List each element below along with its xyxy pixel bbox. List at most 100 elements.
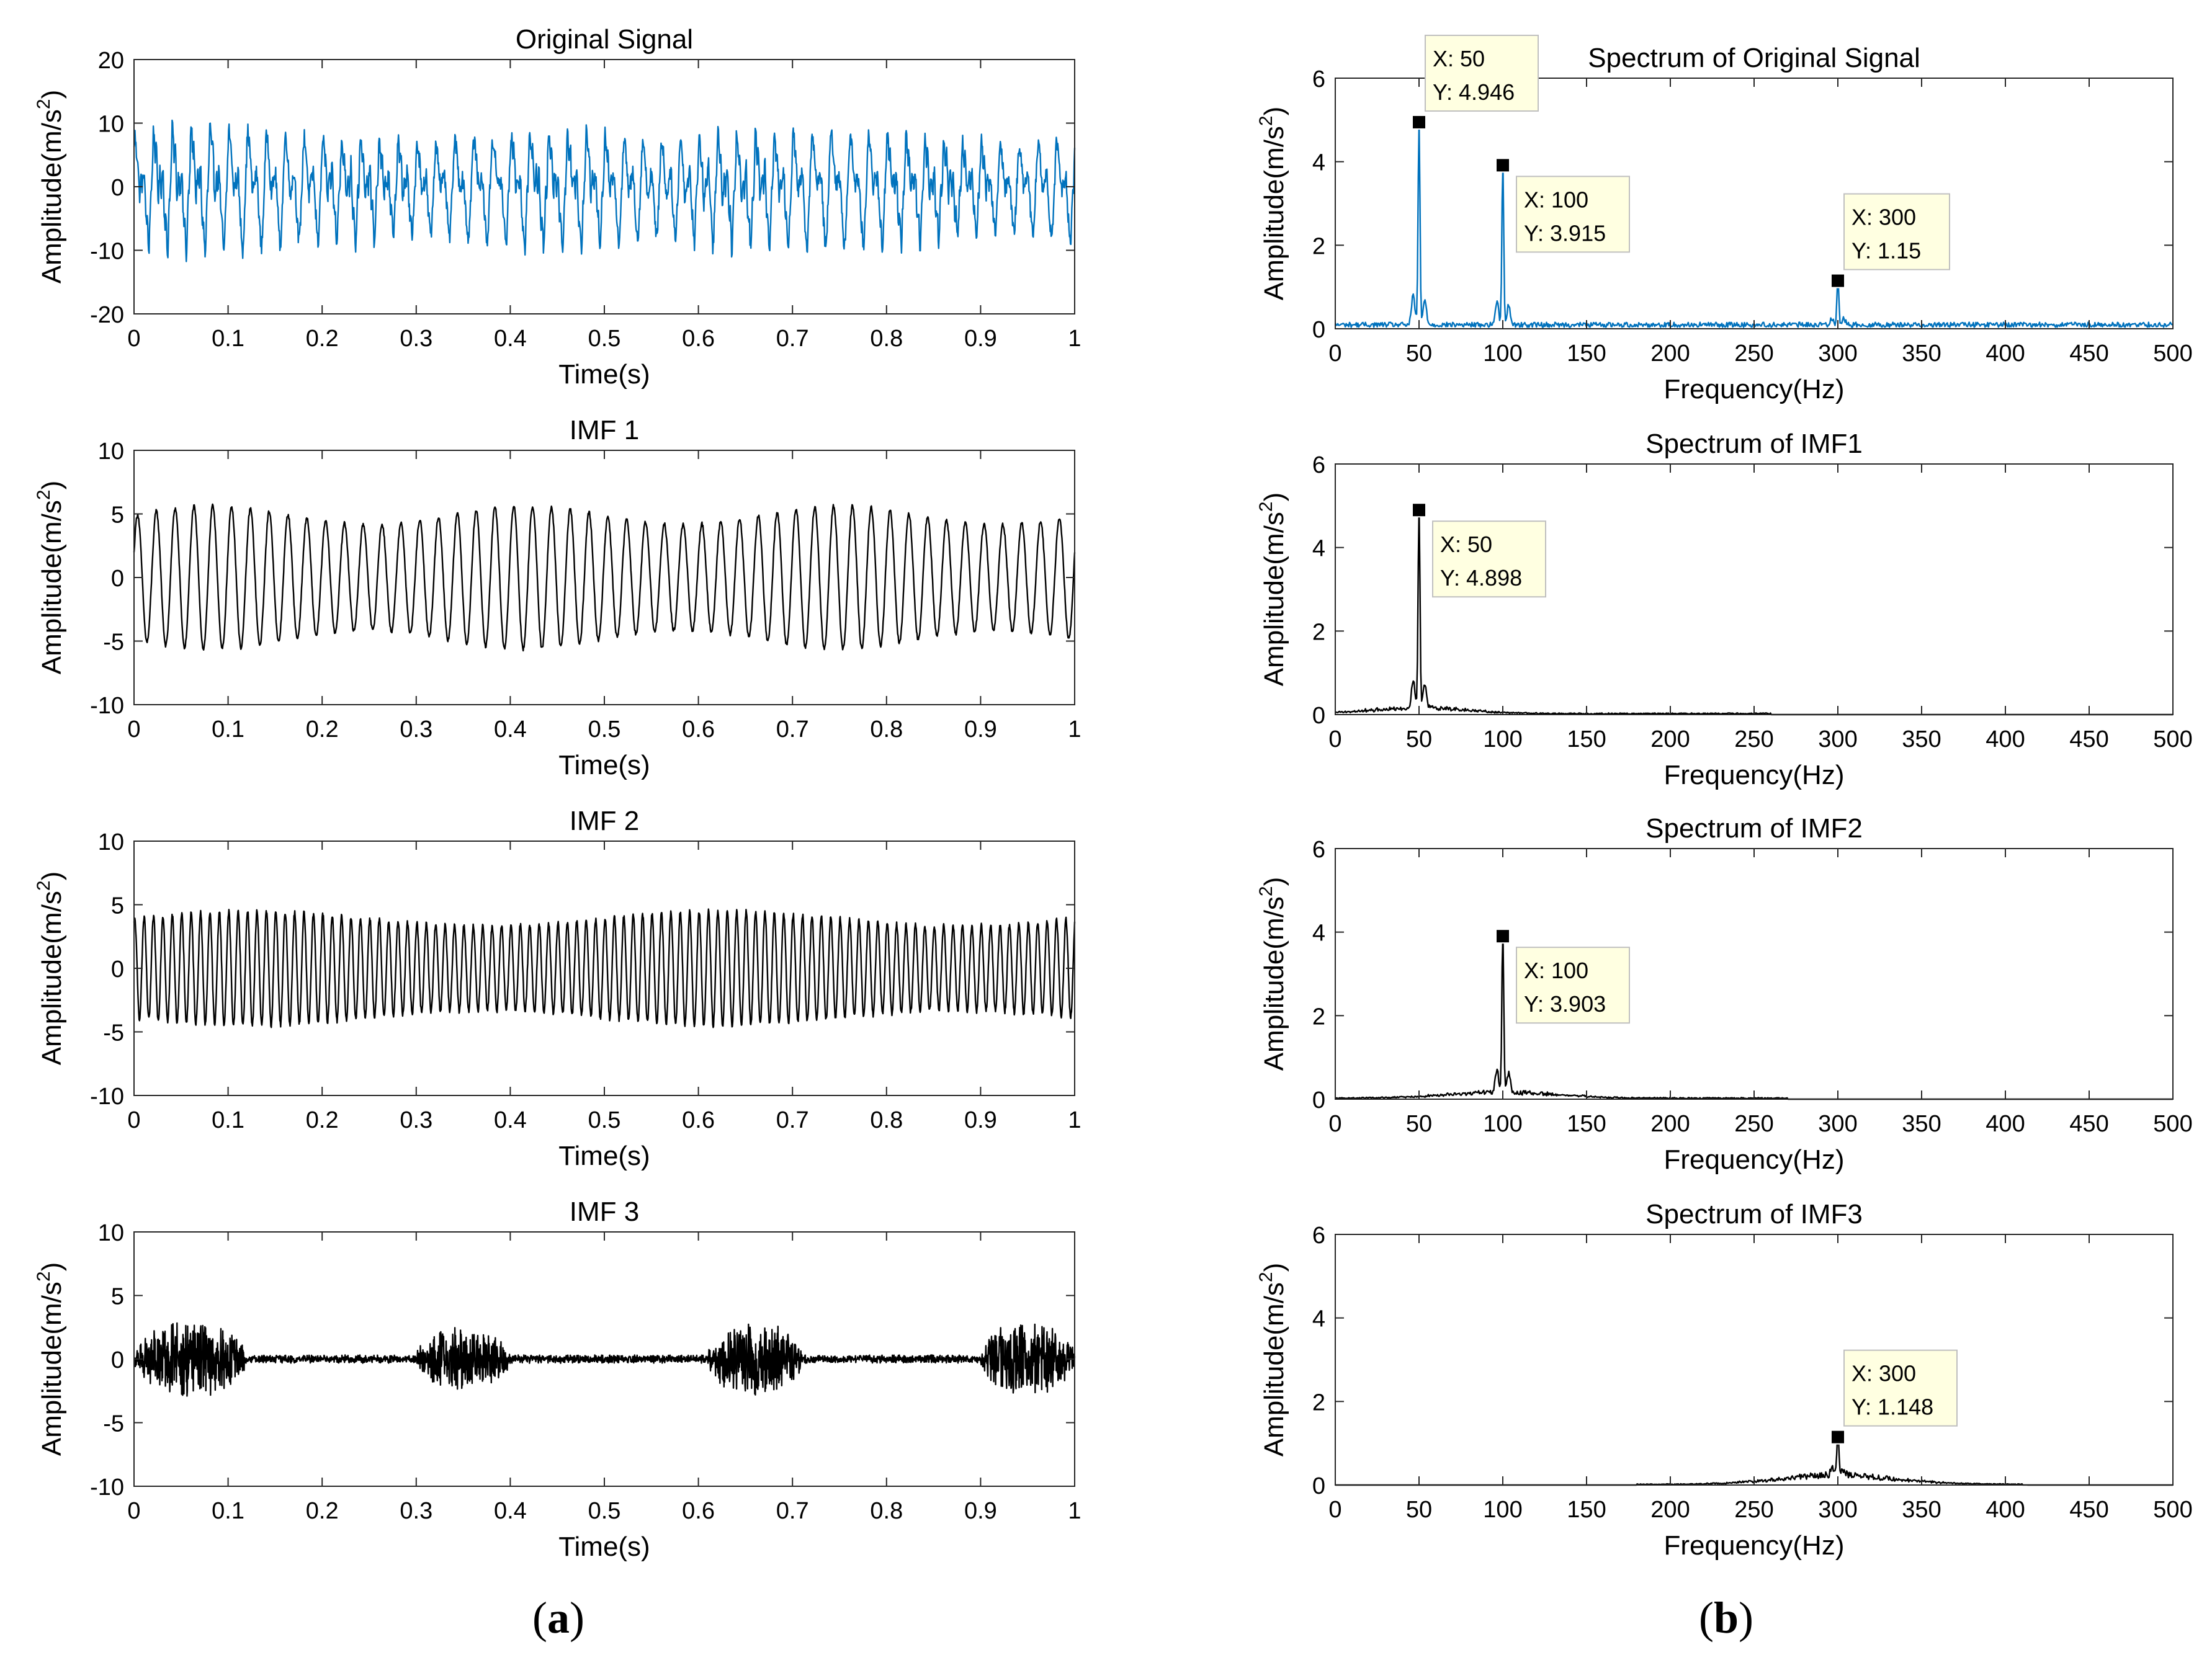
x-tick-label: 250	[1734, 1111, 1773, 1137]
x-tick-label: 1	[1068, 1107, 1081, 1133]
y-axis-label: Amplitude(m/s2)	[34, 90, 67, 284]
x-tick-label: 0.8	[870, 716, 903, 743]
datatip-box	[1843, 1349, 1958, 1427]
datatip-x-text: X: 100	[1524, 958, 1588, 983]
chart-imf2-spec: 0 50 100 150 200 250 300 350 400 450 500 0 2 4 6 Spectr…	[1256, 813, 2193, 1175]
x-axis-label: Time(s)	[558, 359, 650, 390]
datatip-y-text: Y: 3.903	[1524, 991, 1606, 1017]
y-tick-label: 10	[98, 112, 124, 138]
datatip[interactable]: X: 50 Y: 4.946	[1412, 34, 1539, 130]
x-tick-label: 350	[1902, 1111, 1941, 1137]
chart-title: IMF 3	[570, 1197, 639, 1227]
x-tick-label: 0.3	[400, 716, 432, 743]
datatip-marker[interactable]	[1495, 929, 1510, 944]
x-axis-label: Time(s)	[558, 750, 650, 780]
y-axis-label: Amplitude(m/s2)	[34, 872, 67, 1066]
datatip-y-text: Y: 3.915	[1524, 220, 1606, 246]
x-tick-label: 0.7	[776, 1498, 809, 1524]
y-tick-label: 10	[98, 829, 124, 855]
x-tick-label: 300	[1818, 1111, 1857, 1137]
x-tick-label: 250	[1734, 1497, 1773, 1523]
x-tick-label: 400	[1986, 1497, 2025, 1523]
x-tick-label: 150	[1567, 341, 1606, 367]
x-tick-label: 300	[1818, 341, 1857, 367]
x-tick-label: 0.6	[682, 716, 715, 743]
datatip-y-text: Y: 1.148	[1852, 1394, 1933, 1420]
x-tick-label: 350	[1902, 341, 1941, 367]
datatip-marker[interactable]	[1830, 273, 1845, 288]
datatip[interactable]: X: 50 Y: 4.898	[1412, 502, 1546, 598]
x-tick-label: 400	[1986, 726, 2025, 752]
x-tick-label: 500	[2153, 1111, 2192, 1137]
x-tick-label: 0.8	[870, 326, 903, 352]
x-tick-label: 450	[2069, 726, 2108, 752]
x-tick-label: 100	[1483, 1111, 1522, 1137]
x-tick-label: 500	[2153, 726, 2192, 752]
x-tick-label: 0.4	[494, 1498, 527, 1524]
x-tick-label: 0	[127, 716, 140, 743]
x-tick-label: 0	[1328, 726, 1341, 752]
x-tick-label: 0.1	[212, 326, 244, 352]
y-tick-label: -10	[90, 693, 124, 719]
x-tick-label: 500	[2153, 341, 2192, 367]
x-tick-label: 0.5	[588, 1498, 621, 1524]
y-tick-label: 10	[98, 439, 124, 465]
datatip-x-text: X: 100	[1524, 187, 1588, 212]
x-tick-label: 0.3	[400, 326, 432, 352]
y-tick-label: 6	[1312, 452, 1325, 478]
chart-imf3-time: 0 0.1 0.2 0.3 0.4 0.5 0.6 0.7 0.8 0.9 1 -10 -5 0 5 10 IM…	[34, 1197, 1081, 1562]
x-tick-label: 0.7	[776, 326, 809, 352]
datatip-x-text: X: 300	[1852, 1361, 1916, 1386]
y-tick-label: 6	[1312, 66, 1325, 92]
x-tick-label: 0.9	[964, 716, 997, 743]
y-tick-label: 10	[98, 1220, 124, 1246]
y-axis-label: Amplitude(m/s2)	[1256, 493, 1289, 687]
datatip-y-text: Y: 1.15	[1852, 238, 1921, 264]
datatip-marker[interactable]	[1412, 114, 1426, 130]
x-tick-label: 150	[1567, 1497, 1606, 1523]
x-tick-label: 400	[1986, 341, 2025, 367]
y-axis-label: Amplitude(m/s2)	[1256, 107, 1289, 301]
y-tick-label: -5	[103, 1411, 124, 1437]
x-tick-label: 250	[1734, 726, 1773, 752]
x-axis-label: Frequency(Hz)	[1664, 1530, 1845, 1561]
y-tick-label: -10	[90, 1474, 124, 1501]
x-tick-label: 100	[1483, 726, 1522, 752]
x-tick-label: 0	[127, 326, 140, 352]
datatip-marker[interactable]	[1412, 502, 1426, 518]
datatip[interactable]: X: 100 Y: 3.903	[1495, 929, 1630, 1024]
series-line	[133, 119, 1076, 262]
y-tick-label: 0	[1312, 317, 1325, 343]
x-tick-label: 0	[127, 1107, 140, 1133]
x-axis-label: Frequency(Hz)	[1664, 760, 1845, 790]
datatip-x-text: X: 50	[1433, 46, 1485, 71]
y-tick-label: -10	[90, 1084, 124, 1110]
chart-title: Spectrum of IMF3	[1646, 1199, 1863, 1229]
x-tick-label: 0.1	[212, 1107, 244, 1133]
datatip[interactable]: X: 300 Y: 1.148	[1830, 1349, 1958, 1445]
x-tick-label: 450	[2069, 1111, 2108, 1137]
y-axis-label: Amplitude(m/s2)	[34, 481, 67, 675]
x-tick-label: 0	[1328, 1111, 1341, 1137]
x-tick-label: 500	[2153, 1497, 2192, 1523]
datatip[interactable]: X: 300 Y: 1.15	[1830, 193, 1950, 288]
x-tick-label: 0.4	[494, 326, 527, 352]
y-tick-label: 5	[111, 1284, 124, 1310]
chart-title: Spectrum of IMF1	[1646, 429, 1863, 459]
y-tick-label: 2	[1312, 1389, 1325, 1416]
y-tick-label: 6	[1312, 837, 1325, 863]
datatip-marker[interactable]	[1495, 158, 1510, 173]
y-tick-label: -20	[90, 302, 124, 328]
y-tick-label: 5	[111, 502, 124, 528]
x-tick-label: 0.8	[870, 1498, 903, 1524]
datatip-marker[interactable]	[1830, 1429, 1845, 1445]
x-tick-label: 0.3	[400, 1498, 432, 1524]
x-tick-label: 0.9	[964, 1107, 997, 1133]
x-tick-label: 300	[1818, 726, 1857, 752]
x-tick-label: 0.6	[682, 326, 715, 352]
datatip[interactable]: X: 100 Y: 3.915	[1495, 158, 1630, 253]
y-tick-label: 2	[1312, 1004, 1325, 1030]
plot-area	[134, 450, 1075, 705]
y-axis-label: Amplitude(m/s2)	[1256, 877, 1289, 1071]
